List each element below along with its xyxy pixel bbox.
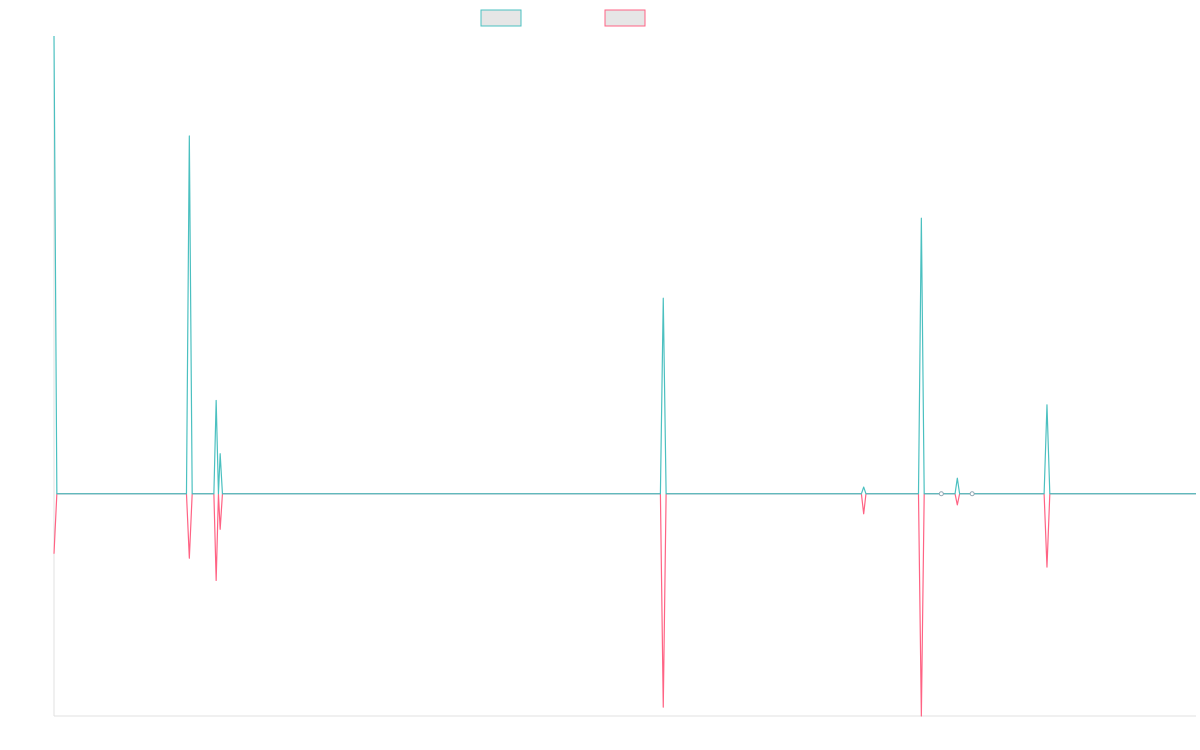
data-point-marker-2	[969, 491, 975, 497]
legend-swatch-1	[480, 9, 522, 27]
series-line-2	[53, 493, 1196, 717]
legend-swatch-2	[604, 9, 646, 27]
data-point-marker-1	[938, 491, 944, 497]
series-line-1	[53, 35, 1196, 495]
